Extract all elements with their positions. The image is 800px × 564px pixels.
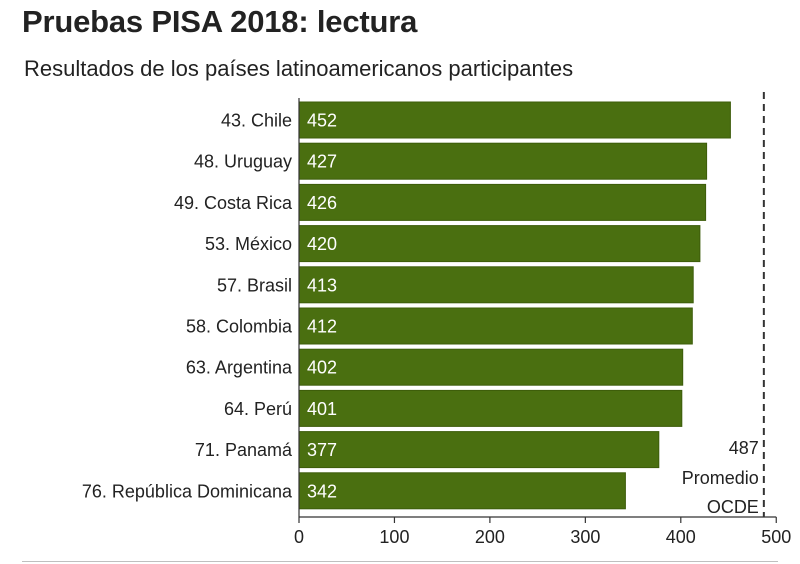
x-tick-label-0: 0 xyxy=(294,527,304,547)
reference-label-0: 487 xyxy=(729,438,759,458)
bar-3 xyxy=(298,225,701,263)
value-label-9: 342 xyxy=(307,481,337,501)
x-tick-label-1: 100 xyxy=(379,527,409,547)
x-tick-label-3: 300 xyxy=(570,527,600,547)
x-tick-label-2: 200 xyxy=(475,527,505,547)
bar-2 xyxy=(298,183,707,221)
x-tick-label-5: 500 xyxy=(761,527,791,547)
category-label-4: 57. Brasil xyxy=(217,275,292,295)
value-label-6: 402 xyxy=(307,358,337,378)
value-label-1: 427 xyxy=(307,152,337,172)
x-tick-label-4: 400 xyxy=(666,527,696,547)
bar-9 xyxy=(298,472,626,510)
category-label-2: 49. Costa Rica xyxy=(174,193,293,213)
value-label-5: 412 xyxy=(307,317,337,337)
category-label-6: 63. Argentina xyxy=(186,358,293,378)
bar-6 xyxy=(298,348,684,386)
bar-1 xyxy=(298,142,708,180)
value-label-8: 377 xyxy=(307,440,337,460)
bar-8 xyxy=(298,431,660,469)
category-label-1: 48. Uruguay xyxy=(194,152,292,172)
value-label-2: 426 xyxy=(307,193,337,213)
bar-0 xyxy=(298,101,731,139)
bar-5 xyxy=(298,307,693,345)
category-label-7: 64. Perú xyxy=(224,399,292,419)
bottom-divider xyxy=(22,561,778,562)
value-label-4: 413 xyxy=(307,275,337,295)
category-label-8: 71. Panamá xyxy=(195,440,293,460)
value-label-3: 420 xyxy=(307,234,337,254)
value-label-0: 452 xyxy=(307,111,337,131)
category-label-9: 76. República Dominicana xyxy=(82,481,293,501)
chart-subtitle: Resultados de los países latinoamericano… xyxy=(24,56,574,81)
category-label-5: 58. Colombia xyxy=(186,317,293,337)
bar-7 xyxy=(298,389,683,427)
category-label-0: 43. Chile xyxy=(221,111,292,131)
category-label-3: 53. México xyxy=(205,234,292,254)
reference-label-1: Promedio xyxy=(682,468,759,488)
chart-title: Pruebas PISA 2018: lectura xyxy=(22,4,418,39)
reference-label-2: OCDE xyxy=(707,497,759,517)
value-label-7: 401 xyxy=(307,399,337,419)
bar-4 xyxy=(298,266,694,304)
